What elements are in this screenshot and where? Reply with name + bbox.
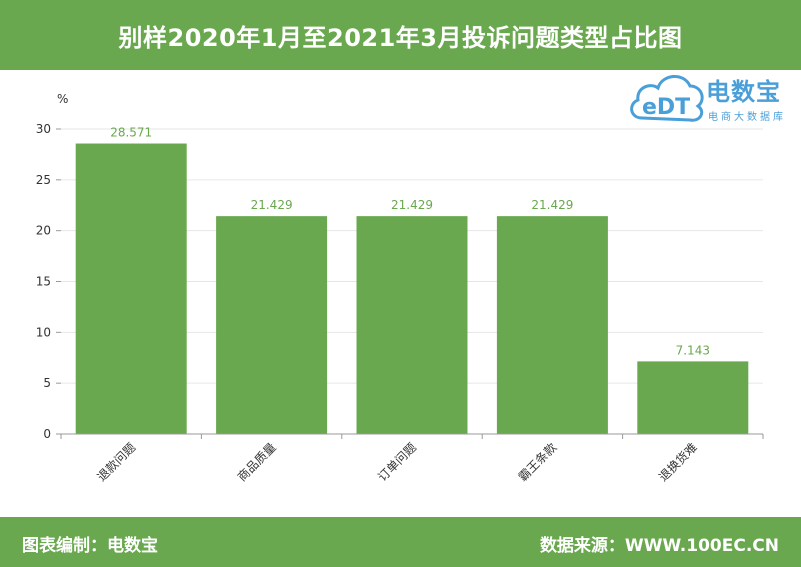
x-tick-label: 订单问题 [375,440,419,484]
bar-value-label: 28.571 [110,126,152,140]
bar [75,143,187,434]
bar-value-label: 21.429 [391,198,433,212]
footer-source: 数据来源：WWW.100EC.CN [539,536,779,556]
y-tick-label: 15 [36,275,51,289]
y-tick-label: 5 [43,376,51,390]
y-axis-ticks: 0 5 10 15 20 25 30 [36,122,61,441]
bar-value-label: 7.143 [676,343,710,357]
logo-tagline: 电商大数据库 [708,112,786,123]
bar [356,216,468,434]
chart-area: % 0 5 10 15 20 25 30 28.571 21.429 21.429 21.429 7… [0,70,801,517]
x-axis-ticks: 退款问题 商品质量 订单问题 霸王条款 退换货难 [60,434,764,485]
logo-mark: eDT [642,95,690,120]
cloud-logo-icon: eDT [630,75,704,122]
footer-credit: 图表编制：电数宝 [22,536,158,556]
bar-chart: % 0 5 10 15 20 25 30 28.571 21.429 21.429 21.429 7… [36,92,764,485]
y-tick-label: 30 [36,122,51,136]
y-tick-label: 0 [43,427,51,441]
x-tick-label: 退款问题 [94,440,138,484]
y-tick-label: 25 [36,173,51,187]
x-tick-label: 霸王条款 [516,440,560,484]
title-bar: 别样2020年1月至2021年3月投诉问题类型占比图 [0,0,801,70]
edt-logo: eDT 电数宝 电商大数据库 [628,66,798,130]
x-tick-label: 退换货难 [655,440,700,485]
bar [637,361,749,434]
logo-brand: 电数宝 [706,78,781,106]
chart-title: 别样2020年1月至2021年3月投诉问题类型占比图 [118,23,683,52]
y-axis-unit-label: % [57,92,68,106]
footer-bar: 图表编制：电数宝 数据来源：WWW.100EC.CN [0,517,801,567]
bar-value-label: 21.429 [531,198,573,212]
bar [496,216,608,434]
y-tick-label: 10 [36,325,51,339]
bars: 28.571 21.429 21.429 21.429 7.143 [75,126,749,434]
bar-value-label: 21.429 [251,198,293,212]
bar [216,216,328,434]
y-tick-label: 20 [36,224,51,238]
x-tick-label: 商品质量 [234,440,279,485]
